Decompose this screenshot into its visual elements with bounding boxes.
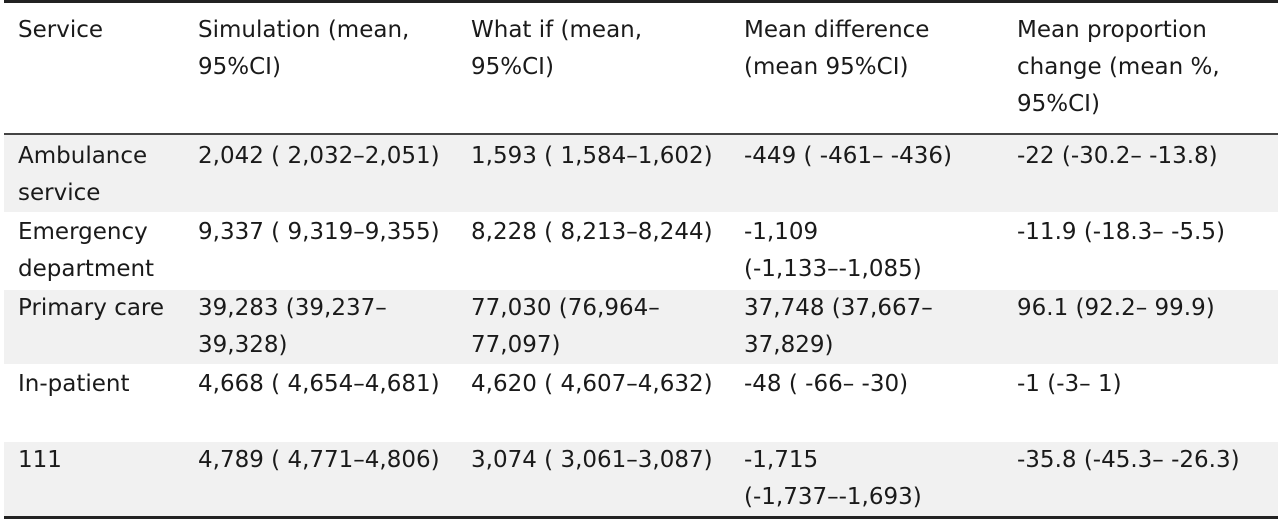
cell-what-if: 3,074 ( 3,061–3,087): [457, 441, 730, 519]
table-header: Service Simulation (mean, 95%CI) What if…: [4, 1, 1278, 134]
cell-what-if: 77,030 (76,964–77,097): [457, 289, 730, 366]
cell-mean-difference: -1,715 (-1,737–-1,693): [730, 441, 1003, 519]
cell-what-if: 4,620 ( 4,607–4,632): [457, 365, 730, 442]
cell-what-if: 1,593 ( 1,584–1,602): [457, 134, 730, 214]
cell-mean-difference: 37,748 (37,667–37,829): [730, 289, 1003, 366]
cell-service: 111: [4, 441, 184, 519]
cell-mean-difference: -449 ( -461– -436): [730, 134, 1003, 214]
cell-mean-difference: -48 ( -66– -30): [730, 365, 1003, 442]
cell-simulation: 4,668 ( 4,654–4,681): [184, 365, 457, 442]
header-row: Service Simulation (mean, 95%CI) What if…: [4, 1, 1278, 134]
cell-service: In-patient: [4, 365, 184, 442]
cell-simulation: 9,337 ( 9,319–9,355): [184, 213, 457, 290]
cell-service: Ambulance service: [4, 134, 184, 214]
header-simulation: Simulation (mean, 95%CI): [198, 17, 410, 80]
cell-proportion-change: 96.1 (92.2– 99.9): [1003, 289, 1278, 366]
header-mean-proportion-change: Mean proportion change (mean %, 95%CI): [1017, 17, 1220, 117]
cell-proportion-change: -11.9 (-18.3– -5.5): [1003, 213, 1278, 290]
table-row: Emergency department 9,337 ( 9,319–9,355…: [4, 213, 1278, 290]
table-body: Ambulance service 2,042 ( 2,032–2,051) 1…: [4, 134, 1278, 519]
cell-what-if: 8,228 ( 8,213–8,244): [457, 213, 730, 290]
cell-proportion-change: -35.8 (-45.3– -26.3): [1003, 441, 1278, 519]
cell-service: Emergency department: [4, 213, 184, 290]
results-table: Service Simulation (mean, 95%CI) What if…: [4, 0, 1278, 519]
cell-proportion-change: -1 (-3– 1): [1003, 365, 1278, 442]
header-what-if: What if (mean, 95%CI): [471, 17, 643, 80]
table-row: Ambulance service 2,042 ( 2,032–2,051) 1…: [4, 134, 1278, 214]
table-row: In-patient 4,668 ( 4,654–4,681) 4,620 ( …: [4, 365, 1278, 442]
cell-service: Primary care: [4, 289, 184, 366]
cell-simulation: 39,283 (39,237–39,328): [184, 289, 457, 366]
header-mean-difference: Mean difference (mean 95%CI): [744, 17, 930, 80]
cell-simulation: 2,042 ( 2,032–2,051): [184, 134, 457, 214]
table-row: Primary care 39,283 (39,237–39,328) 77,0…: [4, 289, 1278, 366]
cell-simulation: 4,789 ( 4,771–4,806): [184, 441, 457, 519]
cell-proportion-change: -22 (-30.2– -13.8): [1003, 134, 1278, 214]
cell-mean-difference: -1,109 (-1,133–-1,085): [730, 213, 1003, 290]
table-row: 111 4,789 ( 4,771–4,806) 3,074 ( 3,061–3…: [4, 441, 1278, 519]
header-service: Service: [18, 17, 104, 43]
results-table-container: Service Simulation (mean, 95%CI) What if…: [4, 0, 1278, 519]
